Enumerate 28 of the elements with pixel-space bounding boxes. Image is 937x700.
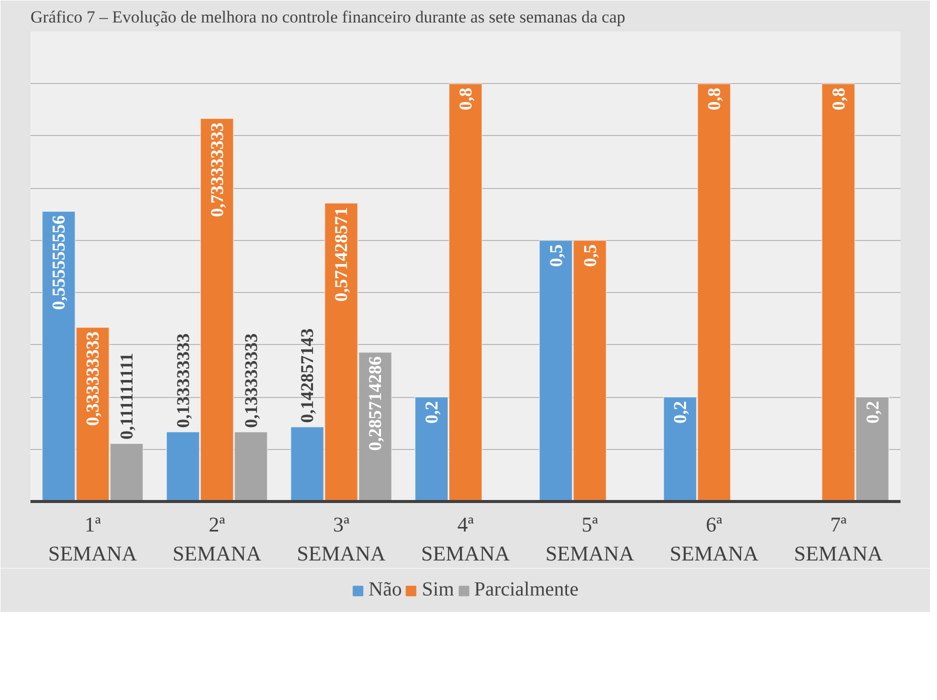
data-label: 0,2 <box>862 401 882 424</box>
data-label: 0,8 <box>704 88 724 110</box>
data-label: 0,555555556 <box>48 215 69 310</box>
data-label: 0,111111111 <box>116 352 137 440</box>
x-tick-label: 3ª SEMANA <box>296 512 386 566</box>
legend-label: Sim <box>422 578 454 602</box>
data-label: 0,133333333 <box>172 333 193 428</box>
data-label: 0,2 <box>670 401 690 424</box>
data-label: 0,733333333 <box>206 122 227 218</box>
x-tick-label: 4ª SEMANA <box>421 512 511 566</box>
data-label: 0,333333333 <box>82 331 103 426</box>
data-label: 0,142857143 <box>297 328 318 423</box>
data-label: 0,2 <box>422 401 442 424</box>
data-label: 0,5 <box>546 244 566 267</box>
data-label: 0,285714286 <box>365 356 386 451</box>
x-tick-label: 5ª SEMANA <box>545 512 635 566</box>
data-label: 0,8 <box>828 88 848 110</box>
data-label: 0,8 <box>456 88 476 110</box>
x-tick-label: 1ª SEMANA <box>48 512 138 566</box>
x-tick-label: 6ª SEMANA <box>670 512 760 566</box>
data-label: 0,5 <box>580 244 600 267</box>
x-tick-label: 7ª SEMANA <box>794 512 884 566</box>
legend-label: Parcialmente <box>474 578 578 602</box>
chart-title: Gráfico 7 – Evolução de melhora no controle financeiro durante as sete semanas da cap <box>30 8 626 26</box>
x-tick-label: 2ª SEMANA <box>172 512 262 566</box>
data-label: 0,133333333 <box>240 333 261 428</box>
data-label: 0,571428571 <box>331 207 352 302</box>
legend-label: Não <box>368 578 402 602</box>
